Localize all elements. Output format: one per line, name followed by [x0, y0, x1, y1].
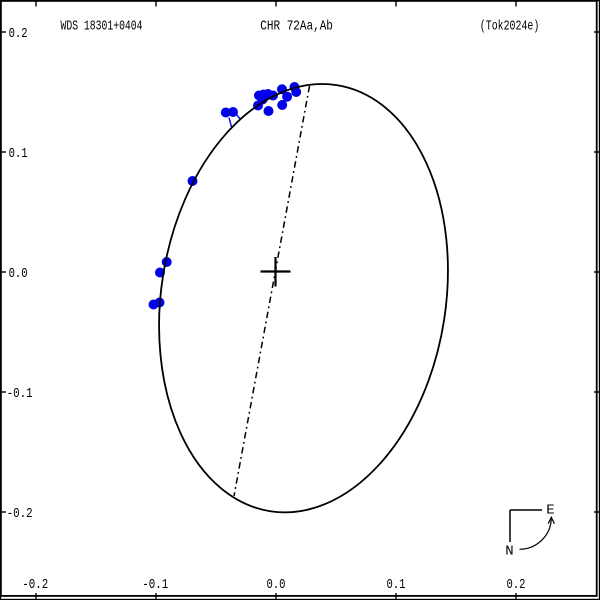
- svg-text:E: E: [546, 503, 554, 519]
- svg-text:-0.1: -0.1: [142, 577, 168, 593]
- svg-text:CHR 72Aa,Ab: CHR 72Aa,Ab: [260, 19, 333, 35]
- svg-text:N: N: [505, 544, 513, 560]
- svg-text:0.1: 0.1: [9, 146, 28, 162]
- svg-text:-0.2: -0.2: [7, 506, 33, 522]
- svg-text:0.2: 0.2: [9, 26, 28, 42]
- svg-text:-0.1: -0.1: [7, 386, 33, 402]
- svg-text:0.2: 0.2: [507, 577, 526, 593]
- svg-text:WDS 18301+0404: WDS 18301+0404: [61, 19, 143, 35]
- svg-text:-0.2: -0.2: [22, 577, 48, 593]
- svg-text:0.0: 0.0: [267, 577, 286, 593]
- svg-text:0.1: 0.1: [387, 577, 406, 593]
- svg-text:0.0: 0.0: [9, 266, 28, 282]
- svg-text:(Tok2024e): (Tok2024e): [480, 19, 540, 35]
